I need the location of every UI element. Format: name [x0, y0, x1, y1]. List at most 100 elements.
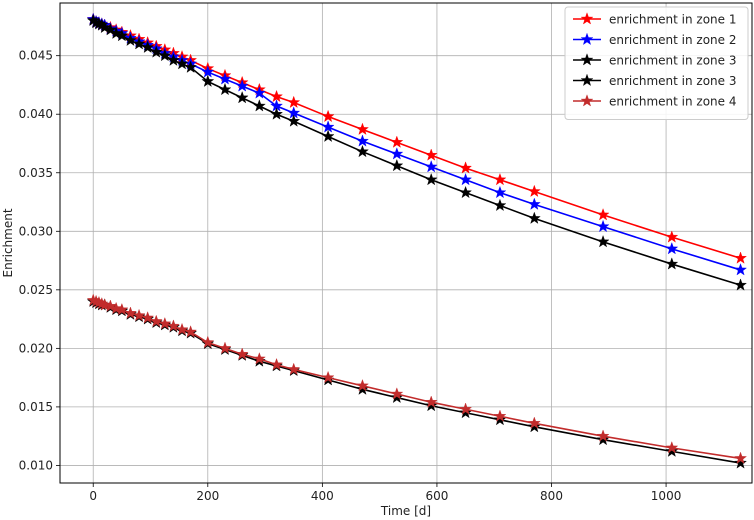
data-point: [218, 82, 232, 96]
data-point: [493, 409, 507, 422]
legend-label: enrichment in zone 3: [609, 54, 737, 68]
series-4: [86, 294, 748, 469]
y-tick-label: 0.035: [19, 166, 53, 180]
data-point: [201, 65, 215, 78]
legend-item: enrichment in zone 2: [573, 32, 737, 47]
data-point: [123, 306, 137, 319]
data-point: [321, 109, 335, 123]
data-point: [390, 387, 404, 400]
y-tick-label: 0.015: [19, 400, 53, 414]
data-point: [115, 28, 129, 42]
legend-item: enrichment in zone 3: [573, 73, 737, 88]
data-point: [123, 33, 137, 46]
data-point: [98, 20, 112, 34]
data-point: [252, 352, 266, 365]
data-point: [141, 311, 155, 324]
data-point: [527, 416, 541, 429]
x-tick-label: 600: [425, 489, 448, 503]
legend-marker: [580, 73, 594, 87]
data-point: [132, 308, 146, 322]
data-point: [141, 40, 155, 53]
data-point: [527, 211, 541, 224]
data-point: [527, 184, 541, 197]
data-point: [166, 53, 180, 66]
data-point: [355, 379, 369, 392]
legend-marker: [580, 32, 594, 46]
legend-item: enrichment in zone 4: [573, 94, 737, 109]
data-point: [321, 120, 335, 133]
y-tick-label: 0.040: [19, 107, 53, 121]
data-point: [184, 60, 198, 73]
data-point: [734, 278, 748, 291]
data-point: [103, 299, 117, 312]
data-point: [287, 362, 301, 375]
data-point: [355, 144, 369, 158]
data-point: [270, 357, 284, 371]
data-point: [734, 251, 748, 264]
data-point: [424, 395, 438, 408]
data-point: [287, 114, 301, 127]
legend-label: enrichment in zone 2: [609, 33, 737, 47]
data-point: [287, 95, 301, 109]
data-point: [390, 147, 404, 160]
data-point: [459, 185, 473, 199]
data-point: [201, 74, 215, 87]
legend-label: enrichment in zone 3: [609, 74, 737, 88]
data-point: [596, 235, 610, 248]
data-point: [390, 158, 404, 172]
data-point: [270, 107, 284, 120]
data-point: [166, 319, 180, 332]
data-point: [493, 198, 507, 212]
data-point: [596, 429, 610, 442]
y-tick-label: 0.010: [19, 458, 53, 472]
data-point: [424, 148, 438, 161]
y-axis-label: Enrichment: [1, 208, 15, 277]
data-point: [321, 370, 335, 384]
data-point: [218, 341, 232, 354]
legend-label: enrichment in zone 1: [609, 13, 737, 27]
y-tick-label: 0.045: [19, 49, 53, 63]
data-point: [252, 86, 266, 99]
y-tick-label: 0.020: [19, 341, 53, 355]
legend-item: enrichment in zone 3: [573, 53, 737, 68]
data-point: [734, 456, 748, 469]
x-tick-label: 1000: [651, 489, 682, 503]
data-point: [321, 129, 335, 142]
data-point: [665, 257, 679, 270]
legend-marker: [580, 12, 594, 25]
data-point: [103, 23, 117, 36]
data-point: [734, 263, 748, 276]
legend-box: [564, 6, 749, 120]
legend: enrichment in zone 1 enrichment in zone 2…: [564, 6, 749, 120]
data-point: [459, 161, 473, 174]
data-point: [493, 185, 507, 199]
series-3: [86, 13, 748, 291]
data-point: [175, 322, 189, 336]
axis-ticks: 0 200 400 600 800 1000 0.010 0.015 0.020 0.025 0.0…: [19, 49, 682, 503]
data-point: [424, 160, 438, 173]
y-tick-label: 0.025: [19, 283, 53, 297]
data-point: [355, 134, 369, 147]
plot-frame: [59, 2, 753, 484]
data-point: [665, 230, 679, 243]
x-tick-label: 200: [196, 489, 219, 503]
data-point: [158, 48, 172, 62]
data-point: [459, 402, 473, 415]
data-point: [201, 335, 215, 349]
data-point: [355, 122, 369, 135]
data-point: [493, 172, 507, 186]
legend-item: enrichment in zone 1: [573, 12, 737, 27]
data-point: [184, 325, 198, 338]
data-point: [424, 172, 438, 186]
data-point: [235, 91, 249, 104]
data-point: [235, 79, 249, 92]
data-point: [235, 347, 249, 360]
data-point: [158, 316, 172, 330]
data-point: [218, 72, 232, 85]
series-5: [86, 293, 748, 464]
data-point: [390, 135, 404, 148]
data-point: [734, 451, 748, 464]
data-point: [109, 26, 123, 39]
data-point: [596, 219, 610, 233]
